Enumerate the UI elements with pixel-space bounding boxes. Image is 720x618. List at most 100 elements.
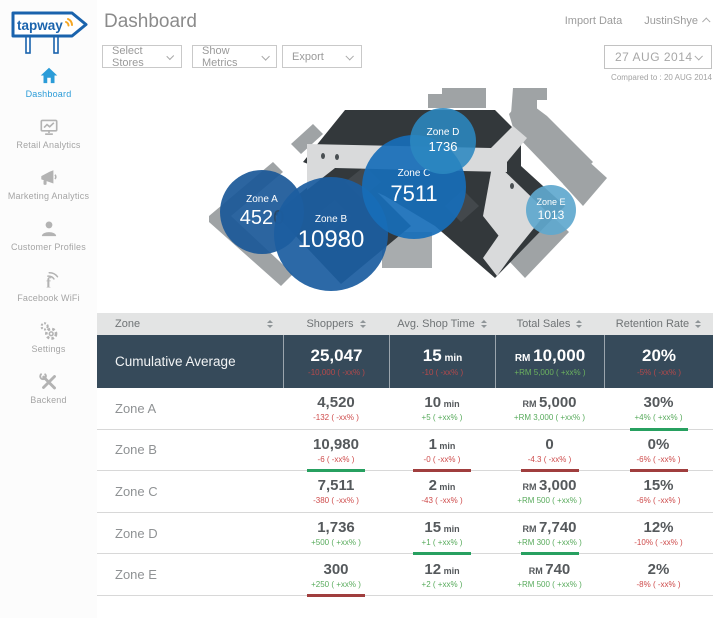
cell-delta: -10 ( -xx% ) <box>421 368 464 377</box>
row-label: Zone E <box>115 567 157 583</box>
cell-delta: -6 ( -xx% ) <box>317 454 355 464</box>
unit-label: min <box>436 482 456 493</box>
cell-delta: -10,000 ( -xx% ) <box>308 368 365 377</box>
cell-value: 20% <box>641 346 677 365</box>
cell-total-sales: RM 740 +RM 500 ( +xx% ) <box>495 554 604 595</box>
user-icon <box>38 218 60 240</box>
zone-name: Zone A <box>246 194 278 206</box>
sidebar-item-retail-analytics[interactable]: Retail Analytics <box>0 107 97 158</box>
cell-delta: +RM 3,000 ( +xx% ) <box>513 413 586 423</box>
trend-bar-red <box>307 593 365 597</box>
sort-icon <box>359 320 366 328</box>
cell-retention-rate: 15% -6% ( -xx% ) <box>604 471 713 512</box>
sidebar-item-label: Backend <box>30 395 67 405</box>
trend-bar-green <box>520 552 579 556</box>
cell-value: 15 min <box>424 519 460 537</box>
table-row-zone-e[interactable]: Zone E 300 +250 ( +xx% ) 12 min +2 ( +xx% ) R… <box>97 554 713 597</box>
cell-delta: +5 ( +xx% ) <box>421 413 463 423</box>
unit-label: min <box>441 565 460 576</box>
tapway-logo[interactable]: tapway <box>10 8 92 60</box>
cell-value: 4,520 <box>317 394 355 412</box>
dropdown-label: Select Stores <box>112 44 144 69</box>
trend-bar-green <box>629 427 688 431</box>
tools-icon <box>38 371 60 393</box>
sidebar-item-settings[interactable]: Settings <box>0 311 97 362</box>
svg-text:f: f <box>46 276 51 291</box>
cell-retention-rate: 12% -10% ( -xx% ) <box>604 513 713 554</box>
currency-prefix: RM <box>522 482 539 493</box>
dropdown-label: Show Metrics <box>202 44 238 69</box>
zone-name: Zone D <box>426 127 460 139</box>
tapway-logo-icon: tapway <box>11 11 88 54</box>
trend-bar-red <box>629 469 688 473</box>
currency-prefix: RM <box>522 524 539 535</box>
table-row-zone-a[interactable]: Zone A 4,520 -132 ( -xx% ) 10 min +5 ( +xx% … <box>97 388 713 431</box>
cell-delta: +1 ( +xx% ) <box>421 538 463 548</box>
zone-value: 1013 <box>537 207 565 222</box>
cell-value: RM 3,000 <box>522 477 577 495</box>
cell-value: 1 min <box>428 435 456 453</box>
cell-value: 12% <box>643 519 674 537</box>
sidebar-item-facebook-wifi[interactable]: f Facebook WiFi <box>0 260 97 311</box>
show-metrics-dropdown[interactable]: Show Metrics <box>192 44 277 69</box>
cell-shoppers: 300 +250 ( +xx% ) <box>283 554 389 597</box>
unit-label: min <box>441 353 463 364</box>
zone-value: 10980 <box>297 226 365 254</box>
select-stores-dropdown[interactable]: Select Stores <box>102 44 182 69</box>
row-label: Zone B <box>115 442 157 458</box>
cell-total-sales: RM 5,000 +RM 3,000 ( +xx% ) <box>495 388 604 429</box>
column-header-zone[interactable]: Zone <box>97 313 283 335</box>
column-header-shoppers[interactable]: Shoppers <box>283 313 389 335</box>
retail-analytics-icon <box>38 116 60 138</box>
chevron-down-icon <box>694 52 703 61</box>
header-link-import-data[interactable]: Import Data <box>565 15 622 27</box>
dropdown-label: Export <box>292 50 324 63</box>
cell-retention-rate: 2% -8% ( -xx% ) <box>604 554 713 595</box>
cell-shoppers: 7,511 -380 ( -xx% ) <box>283 471 389 512</box>
zone-name: Zone E <box>536 197 566 208</box>
chevron-down-icon <box>345 51 354 61</box>
column-header-total-sales[interactable]: Total Sales <box>495 313 604 335</box>
cell-delta: +4% ( +xx% ) <box>634 413 683 423</box>
cell-retention-rate: 0% -6% ( -xx% ) <box>604 430 713 473</box>
cell-total-sales: RM 3,000 +RM 500 ( +xx% ) <box>495 471 604 512</box>
sidebar-item-label: Marketing Analytics <box>7 191 90 201</box>
chevron-down-icon <box>166 51 175 60</box>
header-link-justinshye[interactable]: JustinShye <box>644 15 711 27</box>
sidebar-item-label: Facebook WiFi <box>17 293 80 303</box>
zone-value: 1736 <box>428 138 458 154</box>
sidebar-item-label: Dashboard <box>25 89 72 99</box>
header-link-label: Import Data <box>564 15 623 27</box>
table-header-row: Zone Shoppers Avg. Shop Time Total Sales Ret… <box>97 313 713 335</box>
row-label: Cumulative Average <box>115 354 236 369</box>
table-row-zone-d[interactable]: Zone D 1,736 +500 ( +xx% ) 15 min +1 ( +xx% … <box>97 512 713 556</box>
export-dropdown[interactable]: Export <box>282 45 362 68</box>
cell-total-sales: RM 7,740 +RM 300 ( +xx% ) <box>495 513 604 556</box>
sidebar-item-customer-profiles[interactable]: Customer Profiles <box>0 209 97 260</box>
column-header-retention-rate[interactable]: Retention Rate <box>604 313 713 335</box>
cell-avg-shop-time: 1 min -0 ( -xx% ) <box>389 430 495 473</box>
map-bubble-zone-d[interactable]: Zone D 1736 <box>410 108 476 174</box>
cell-avg-shop-time: 15 min -10 ( -xx% ) <box>389 335 495 388</box>
trend-bar-red <box>413 469 471 473</box>
table-row-zone-c[interactable]: Zone C 7,511 -380 ( -xx% ) 2 min -43 ( -xx% … <box>97 471 713 513</box>
zone-name: Zone C <box>397 168 431 180</box>
cell-retention-rate: 20% -5% ( -xx% ) <box>604 335 713 388</box>
sidebar-item-dashboard[interactable]: Dashboard <box>0 56 97 107</box>
sidebar-item-marketing-analytics[interactable]: Marketing Analytics <box>0 158 97 209</box>
header-link-label: JustinShye <box>644 15 698 27</box>
date-picker[interactable]: 27 AUG 2014 <box>604 45 712 69</box>
cell-shoppers: 10,980 -6 ( -xx% ) <box>283 430 389 473</box>
cell-delta: -43 ( -xx% ) <box>421 496 463 506</box>
column-header-avg-shop-time[interactable]: Avg. Shop Time <box>389 313 495 335</box>
table-row-zone-b[interactable]: Zone B 10,980 -6 ( -xx% ) 1 min -0 ( -xx% ) 0… <box>97 429 713 473</box>
cell-value: 15% <box>643 477 674 495</box>
unit-label: min <box>441 399 460 410</box>
cell-shoppers: 1,736 +500 ( +xx% ) <box>283 513 389 554</box>
sort-icon <box>480 320 487 328</box>
map-bubble-zone-e[interactable]: Zone E 1013 <box>526 185 576 235</box>
cell-delta: +250 ( +xx% ) <box>311 579 361 589</box>
table-row-cumulative-average[interactable]: Cumulative Average 25,047 -10,000 ( -xx% )… <box>97 335 713 388</box>
cell-delta: -8% ( -xx% ) <box>636 579 681 589</box>
sidebar-item-backend[interactable]: Backend <box>0 362 97 413</box>
